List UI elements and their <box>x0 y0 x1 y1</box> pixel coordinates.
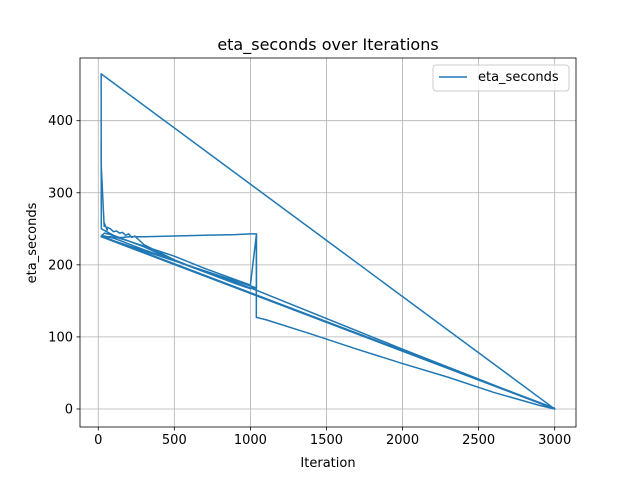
x-tick-label: 500 <box>162 433 187 448</box>
y-tick-label: 400 <box>48 114 73 129</box>
legend: eta_seconds <box>432 64 570 92</box>
grid <box>80 58 576 427</box>
y-tick-label: 0 <box>65 402 73 417</box>
x-tick-label: 2500 <box>462 433 495 448</box>
y-tick-label: 300 <box>48 186 73 201</box>
y-tick-label: 100 <box>48 330 73 345</box>
chart-title: eta_seconds over Iterations <box>217 35 438 55</box>
x-axis-label: Iteration <box>300 456 355 471</box>
series-layer <box>100 73 556 411</box>
y-axis-ticks: 0 100 200 300 400 <box>48 114 80 417</box>
legend-label: eta_seconds <box>478 70 559 85</box>
legend-box <box>432 64 570 92</box>
series-line-eta_seconds <box>100 73 556 411</box>
x-tick-label: 2000 <box>386 433 419 448</box>
y-axis-label: eta_seconds <box>25 202 40 283</box>
x-tick-label: 1000 <box>234 433 267 448</box>
x-tick-label: 1500 <box>310 433 343 448</box>
x-tick-label: 0 <box>94 433 102 448</box>
x-tick-label: 3000 <box>538 433 571 448</box>
plot-area-frame <box>79 57 577 428</box>
y-tick-label: 200 <box>48 258 73 273</box>
x-axis-ticks: 0 500 1000 1500 2000 2500 3000 <box>94 427 571 448</box>
